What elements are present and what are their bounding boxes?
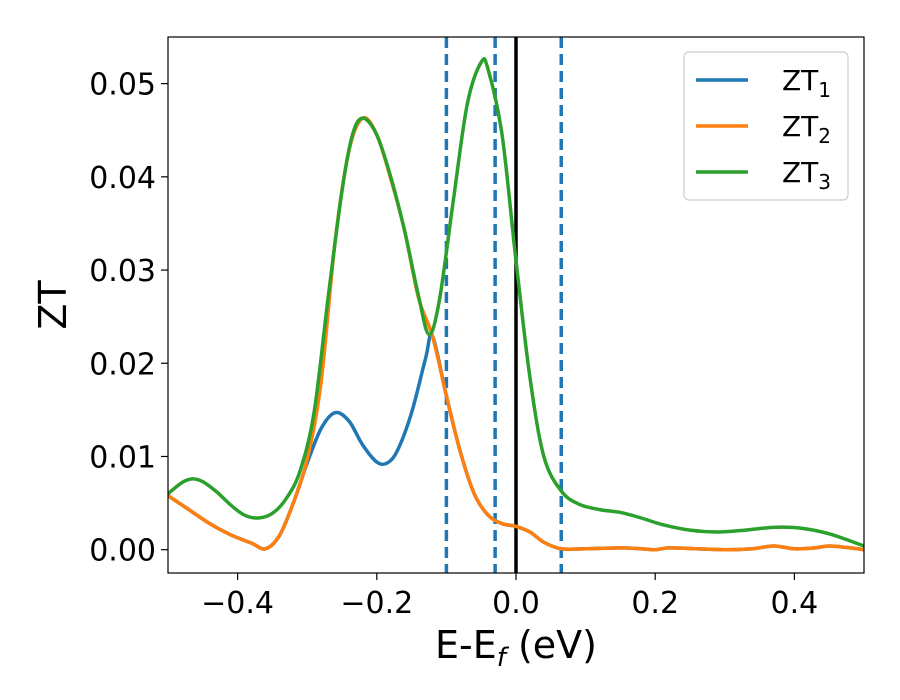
- y-tick-label: 0.05: [89, 68, 156, 103]
- series-line-zt3: [168, 57, 864, 548]
- x-tick-label: 0.0: [492, 586, 540, 621]
- legend-label-zt2: ZT2: [782, 110, 831, 148]
- reference-lines: [444, 37, 563, 573]
- legend-label-zt3: ZT3: [782, 156, 831, 194]
- y-tick-label: 0.00: [89, 534, 156, 569]
- y-tick-label: 0.01: [89, 440, 156, 475]
- y-axis-ticks: 0.00 0.01 0.02 0.03 0.04 0.05: [89, 68, 168, 569]
- x-axis-ticks: −0.4 −0.2 0.0 0.2 0.4: [201, 573, 818, 621]
- legend-box: [683, 51, 849, 201]
- x-tick-label: −0.2: [340, 586, 413, 621]
- series-lines: [168, 57, 864, 552]
- x-tick-label: 0.2: [631, 586, 679, 621]
- y-tick-label: 0.03: [89, 254, 156, 289]
- x-axis-label: E-Ef (eV): [435, 623, 597, 673]
- y-tick-label: 0.02: [89, 347, 156, 382]
- y-axis-label: ZT: [31, 280, 75, 330]
- y-tick-label: 0.04: [89, 161, 156, 196]
- series-line-zt2: [168, 115, 864, 552]
- legend: ZT1 ZT2 ZT3: [683, 51, 849, 201]
- legend-label-zt1: ZT1: [782, 64, 831, 102]
- x-tick-label: −0.4: [201, 586, 274, 621]
- x-tick-label: 0.4: [771, 586, 819, 621]
